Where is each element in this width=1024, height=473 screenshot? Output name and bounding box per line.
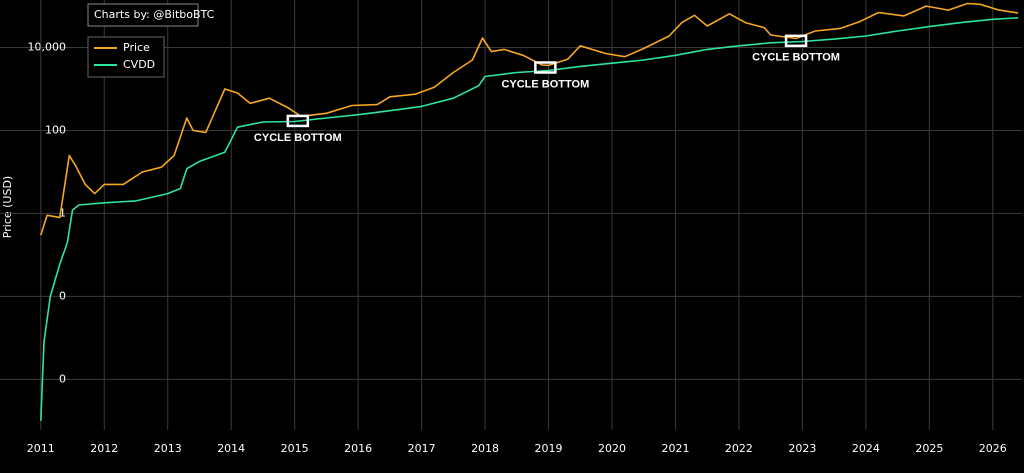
x-tick-label: 2011: [27, 442, 55, 455]
y-tick-label: 1: [59, 206, 66, 219]
x-tick-label: 2021: [661, 442, 689, 455]
annotation-box: [784, 34, 808, 48]
x-tick-label: 2015: [281, 442, 309, 455]
y-axis-label: Price (USD): [1, 176, 14, 238]
annotation-text: CYCLE BOTTOM: [254, 132, 342, 144]
x-tick-label: 2025: [915, 442, 943, 455]
x-tick-label: 2026: [979, 442, 1007, 455]
annotation-text: CYCLE BOTTOM: [752, 52, 840, 64]
legend-box: [87, 36, 165, 78]
x-tick-label: 2012: [90, 442, 118, 455]
x-tick-label: 2013: [154, 442, 182, 455]
y-tick-label: 10,000: [28, 41, 67, 54]
series-line: [40, 2, 1019, 236]
y-tick-label: 100: [45, 123, 66, 136]
x-tick-label: 2014: [217, 442, 245, 455]
x-tick-label: 2022: [725, 442, 753, 455]
annotation-text: CYCLE BOTTOM: [501, 78, 589, 90]
x-tick-label: 2020: [598, 442, 626, 455]
y-tick-label: 0: [59, 372, 66, 385]
series-line: [40, 17, 1019, 421]
credit-box: [87, 3, 199, 27]
credit: Charts by: @BitboBTC: [94, 8, 215, 21]
x-tick-label: 2024: [852, 442, 880, 455]
x-tick-label: 2023: [788, 442, 816, 455]
x-tick-label: 2016: [344, 442, 372, 455]
x-tick-label: 2017: [408, 442, 436, 455]
x-tick-label: 2018: [471, 442, 499, 455]
annotation-box: [534, 61, 557, 74]
legend-label: CVDD: [123, 58, 155, 71]
x-tick-label: 2019: [535, 442, 563, 455]
legend-label: Price: [123, 41, 150, 54]
annotation-box: [286, 114, 310, 128]
y-tick-label: 0: [59, 289, 66, 302]
